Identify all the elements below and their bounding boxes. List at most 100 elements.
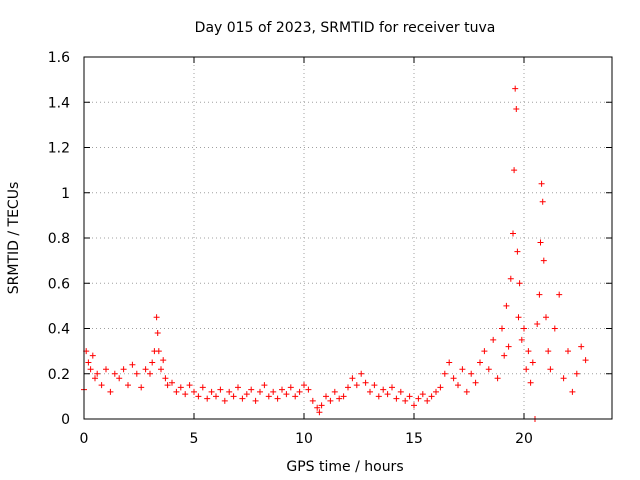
data-point [120,366,127,373]
data-point [92,375,98,382]
y-tick-label: 1.6 [48,50,70,66]
data-point [551,325,558,332]
data-point [248,386,255,393]
axis-ticks [83,56,612,420]
data-point [239,395,246,402]
data-point [283,391,290,398]
data-point [287,384,294,391]
y-tick-label: 1 [61,186,70,202]
data-point [446,359,453,366]
data-point [402,397,409,404]
data-point [511,167,518,174]
data-point [433,388,439,395]
data-point [507,275,514,282]
data-point [186,382,193,389]
x-tick-labels: 0 5 10 15 20 [80,431,533,447]
data-point [164,382,171,389]
data-point [89,352,96,359]
data-point [149,359,156,366]
data-point [336,395,343,402]
data-point [415,395,422,402]
x-axis-label: GPS time / hours [286,459,403,475]
data-point [362,379,369,386]
data-point [523,366,530,373]
data-point [301,382,307,389]
x-tick-label: 5 [190,431,199,447]
data-point [154,330,161,337]
data-point [389,384,395,391]
y-tick-label: 0.4 [48,322,70,338]
data-point [213,393,219,400]
data-point [513,106,520,113]
data-point [138,384,145,391]
data-point [125,382,131,389]
data-point [419,391,426,398]
data-point [472,379,479,386]
data-point [204,395,211,402]
data-point [314,404,321,411]
data-point [94,370,101,377]
data-point [327,397,334,404]
data-point [578,343,585,350]
data-point [501,352,508,359]
data-point [485,366,492,373]
data-point [279,386,285,393]
data-point [103,366,109,373]
data-point [468,370,475,377]
data-point [536,291,543,298]
data-point [384,391,391,398]
data-point [107,388,114,395]
data-point [393,395,400,402]
x-tick-label: 0 [80,431,89,447]
y-tick-labels: 0 0.2 0.4 0.6 0.8 1 1.2 1.4 1.6 [48,50,70,428]
data-point [358,370,365,377]
data-point [274,395,281,402]
data-point [309,397,316,404]
data-point [349,375,356,382]
y-tick-label: 0.6 [48,276,70,292]
data-points [81,85,589,422]
data-point [569,388,576,395]
data-point [582,357,589,364]
data-point [265,393,272,400]
data-point [340,393,347,400]
data-point [252,397,259,404]
data-point [316,409,323,416]
data-point [510,230,516,237]
data-point [318,402,325,409]
data-point [371,382,378,389]
data-point [270,388,277,395]
chart-title: Day 015 of 2023, SRMTID for receiver tuv… [195,20,496,36]
data-point [292,393,299,400]
data-point [537,239,544,246]
data-point [331,388,338,395]
data-point [182,391,189,398]
data-point [199,384,206,391]
data-point [560,375,567,382]
data-point [556,291,563,298]
data-point [87,366,94,373]
data-point [477,359,483,366]
data-point [529,359,536,366]
data-point [158,366,164,373]
data-point [345,384,351,391]
x-tick-label: 15 [405,431,423,447]
data-point [133,370,140,377]
data-point [450,375,457,382]
data-point [380,386,387,393]
data-point [111,370,118,377]
data-point [540,257,547,264]
data-point [573,370,580,377]
data-point [305,386,312,393]
data-point [565,348,571,355]
data-point [545,348,552,355]
data-point [538,180,545,187]
data-point [375,393,382,400]
data-point [155,348,162,355]
y-axis-label: SRMTID / TECUs [6,182,22,295]
data-point [323,393,329,400]
data-point [147,370,153,377]
data-point [85,359,92,366]
data-point [494,375,501,382]
data-point [116,375,123,382]
